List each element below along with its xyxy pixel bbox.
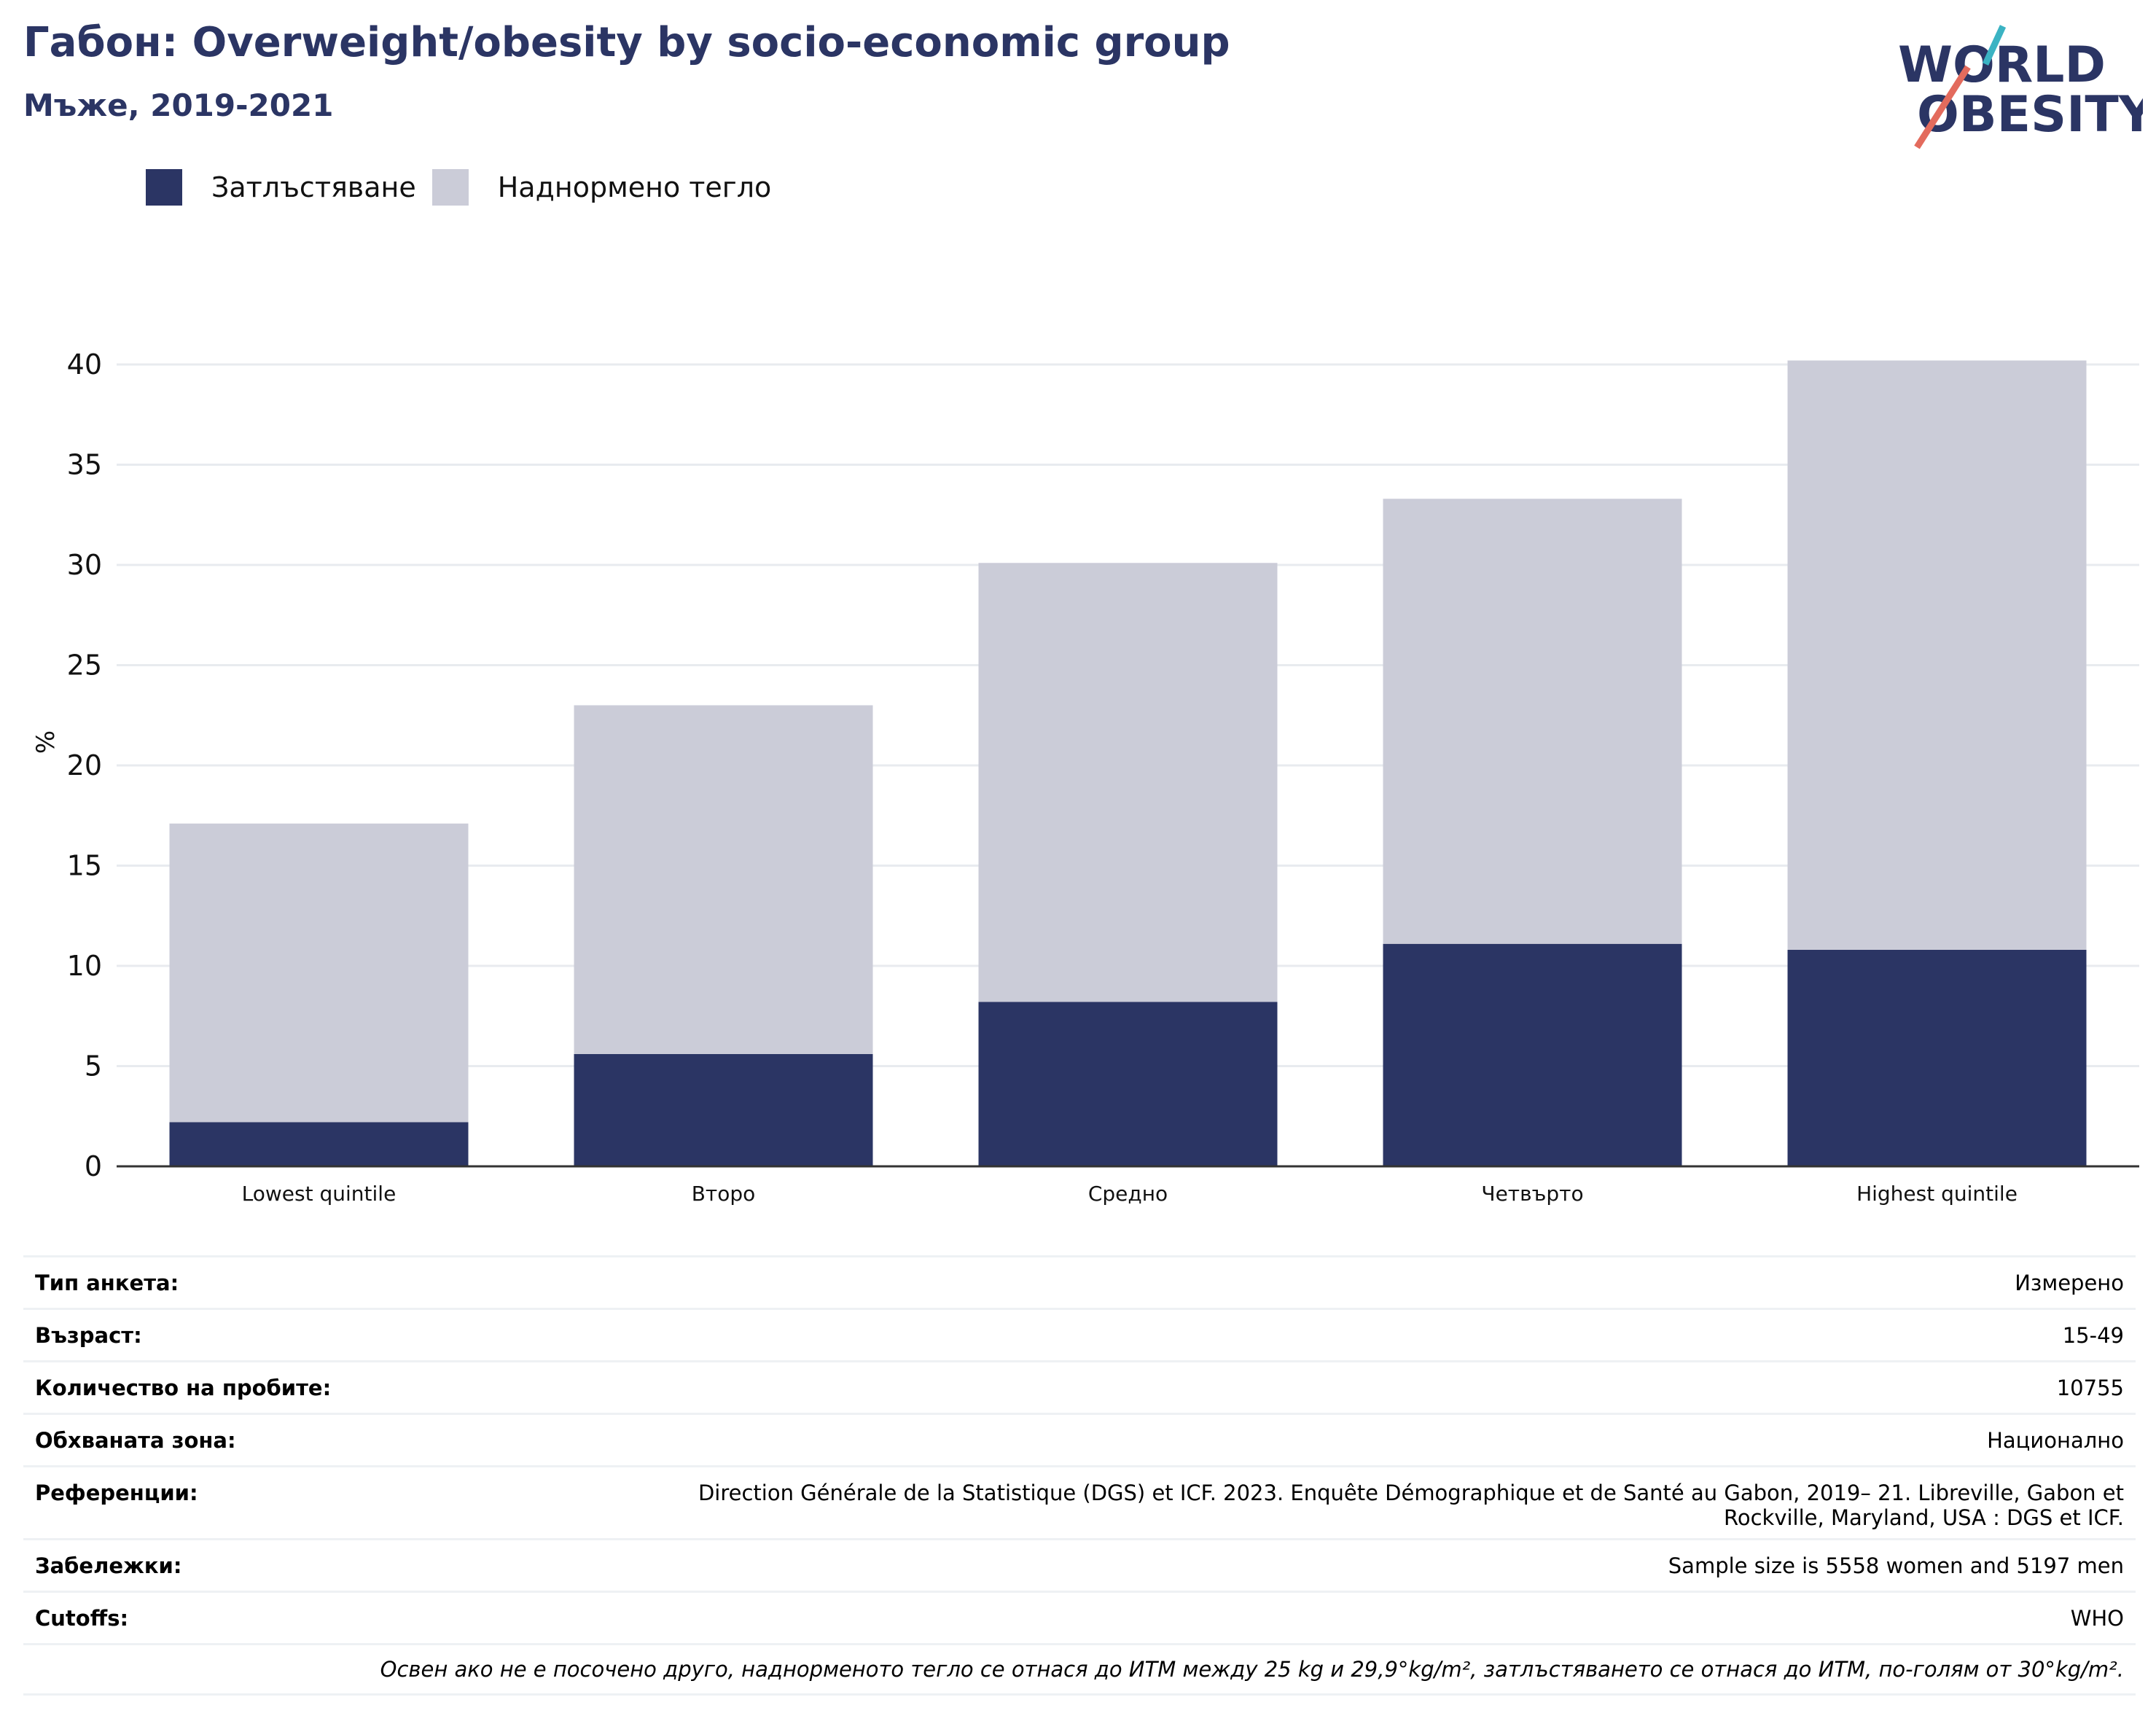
- info-row: Тип анкета: Измерено: [23, 1255, 2136, 1308]
- y-tick-label: 20: [67, 749, 102, 781]
- info-label: Тип анкета:: [35, 1271, 179, 1295]
- legend-item-obesity: Затлъстяване: [146, 169, 416, 206]
- info-value: 10755: [2056, 1376, 2124, 1400]
- info-label: Възраст:: [35, 1323, 142, 1348]
- legend-label-obesity: Затлъстяване: [211, 171, 416, 203]
- info-value: Национално: [1987, 1428, 2124, 1453]
- bar-overweight: [1787, 360, 2087, 950]
- info-label: Cutoffs:: [35, 1606, 129, 1631]
- info-row: Референции: Direction Générale de la Stat…: [23, 1465, 2136, 1538]
- bar-obesity: [574, 1054, 873, 1166]
- stacked-bar-chart: 0 5 10 15 20 25 30 35 40% Lowest quintile Второ Сре…: [31, 348, 2139, 1206]
- y-tick-label: 5: [85, 1050, 102, 1082]
- info-value: 15-49: [2062, 1323, 2124, 1348]
- info-value: Измерено: [2015, 1271, 2124, 1295]
- y-tick-label: 35: [67, 449, 102, 481]
- bar-obesity: [1787, 950, 2087, 1166]
- x-tick-label: Четвърто: [1481, 1182, 1583, 1206]
- info-label: Обхваната зона:: [35, 1428, 236, 1453]
- bar-obesity: [978, 1002, 1278, 1166]
- info-row: Възраст: 15-49: [23, 1308, 2136, 1360]
- bar-overweight: [1383, 499, 1682, 944]
- legend-swatch-obesity: [146, 169, 182, 206]
- world-obesity-logo-icon: WORLD OBESITY: [1898, 25, 2143, 149]
- x-tick-label: Средно: [1088, 1182, 1168, 1206]
- info-row: Cutoffs: WHO: [23, 1591, 2136, 1643]
- chart-legend: Затлъстяване Наднормено тегло: [146, 169, 787, 206]
- y-axis-label: %: [31, 730, 60, 754]
- bar-overweight: [978, 563, 1278, 1002]
- footnote: Освен ако не е посочено друго, наднормен…: [23, 1643, 2136, 1696]
- info-value: WHO: [2070, 1606, 2124, 1631]
- info-label: Референции:: [35, 1481, 198, 1505]
- chart-subtitle: Мъже, 2019-2021: [23, 87, 334, 123]
- survey-info-table: Тип анкета: Измерено Възраст: 15-49 Количест…: [23, 1255, 2136, 1696]
- legend-item-overweight: Наднормено тегло: [431, 169, 772, 206]
- logo-line2: OBESITY: [1917, 86, 2143, 144]
- info-row: Обхваната зона: Национално: [23, 1413, 2136, 1465]
- info-row: Забележки: Sample size is 5558 women and …: [23, 1538, 2136, 1591]
- y-tick-label: 10: [67, 950, 102, 982]
- info-label: Забележки:: [35, 1553, 182, 1578]
- x-tick-label: Highest quintile: [1856, 1182, 2018, 1206]
- info-label: Количество на пробите:: [35, 1376, 332, 1400]
- y-tick-label: 25: [67, 650, 102, 682]
- bar-obesity: [1383, 943, 1682, 1166]
- bar-overweight: [169, 823, 469, 1123]
- bar-obesity: [169, 1122, 469, 1166]
- info-value: Sample size is 5558 women and 5197 men: [1668, 1553, 2124, 1578]
- bar-overweight: [574, 705, 873, 1054]
- x-tick-label: Второ: [692, 1182, 756, 1206]
- legend-swatch-overweight: [431, 169, 469, 206]
- y-tick-label: 0: [85, 1150, 102, 1182]
- x-tick-label: Lowest quintile: [242, 1182, 397, 1206]
- logo-line1: WORLD: [1898, 36, 2106, 94]
- info-row: Количество на пробите: 10755: [23, 1360, 2136, 1413]
- legend-label-overweight: Наднормено тегло: [497, 171, 772, 203]
- y-tick-label: 15: [67, 850, 102, 882]
- y-tick-label: 40: [67, 348, 102, 381]
- chart-title: Габон: Overweight/obesity by socio-econo…: [23, 19, 1230, 66]
- info-value: Direction Générale de la Statistique (DG…: [698, 1481, 2124, 1530]
- y-tick-label: 30: [67, 549, 102, 581]
